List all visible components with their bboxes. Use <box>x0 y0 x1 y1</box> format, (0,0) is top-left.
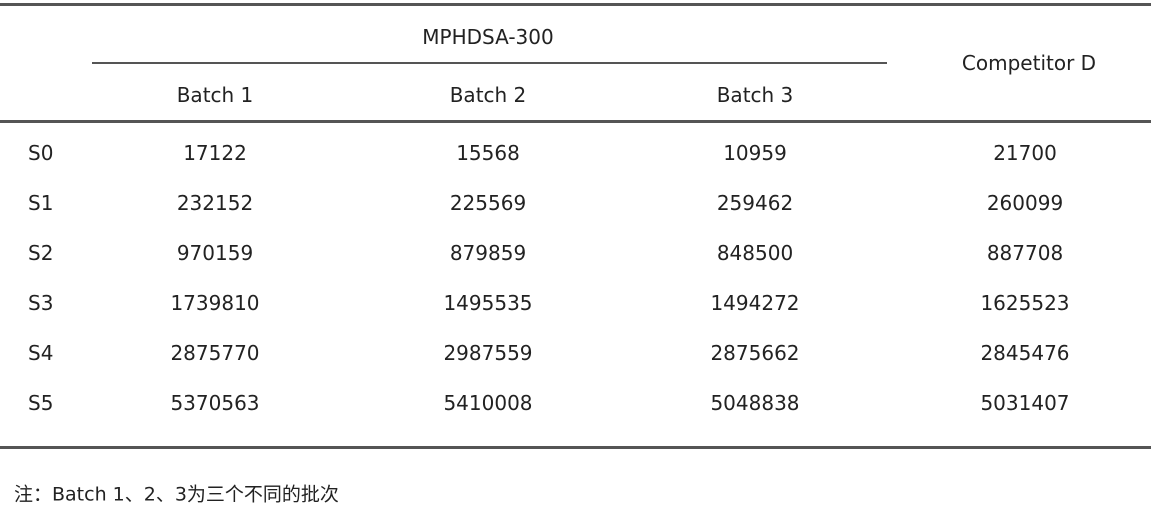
table-cell: 15568 <box>456 141 520 165</box>
row-label: S1 <box>28 191 54 215</box>
sub-header-batch-2: Batch 2 <box>449 83 527 107</box>
table-cell: 2875662 <box>710 341 800 365</box>
table-cell: 260099 <box>986 191 1064 215</box>
row-label: S0 <box>28 141 54 165</box>
row-label: S4 <box>28 341 54 365</box>
row-label: S5 <box>28 391 54 415</box>
table-cell: 879859 <box>449 241 527 265</box>
table-cell: 1739810 <box>170 291 260 315</box>
table-cell: 848500 <box>716 241 794 265</box>
table-cell: 5031407 <box>980 391 1070 415</box>
table-cell: 1625523 <box>980 291 1070 315</box>
table-cell: 2845476 <box>980 341 1070 365</box>
table-cell: 5370563 <box>170 391 260 415</box>
table-cell: 259462 <box>716 191 794 215</box>
table-cell: 21700 <box>993 141 1057 165</box>
table-cell: 887708 <box>986 241 1064 265</box>
table-cell: 970159 <box>176 241 254 265</box>
table-cell: 5048838 <box>710 391 800 415</box>
top-rule <box>0 3 1151 6</box>
table-cell: 2987559 <box>443 341 533 365</box>
table-cell: 232152 <box>176 191 254 215</box>
competitor-header: Competitor D <box>961 51 1097 75</box>
sub-header-batch-1: Batch 1 <box>176 83 254 107</box>
group-header: MPHDSA-300 <box>422 25 554 49</box>
table-cell: 1494272 <box>710 291 800 315</box>
table-cell: 5410008 <box>443 391 533 415</box>
table-cell: 225569 <box>449 191 527 215</box>
table-cell: 2875770 <box>170 341 260 365</box>
table-cell: 10959 <box>723 141 787 165</box>
table-cell: 1495535 <box>443 291 533 315</box>
group-underline <box>92 62 887 64</box>
row-label: S2 <box>28 241 54 265</box>
sub-header-batch-3: Batch 3 <box>716 83 794 107</box>
header-rule <box>0 120 1151 123</box>
table-cell: 17122 <box>183 141 247 165</box>
row-label: S3 <box>28 291 54 315</box>
table-note: 注：Batch 1、2、3为三个不同的批次 <box>14 483 339 506</box>
bottom-rule <box>0 446 1151 449</box>
